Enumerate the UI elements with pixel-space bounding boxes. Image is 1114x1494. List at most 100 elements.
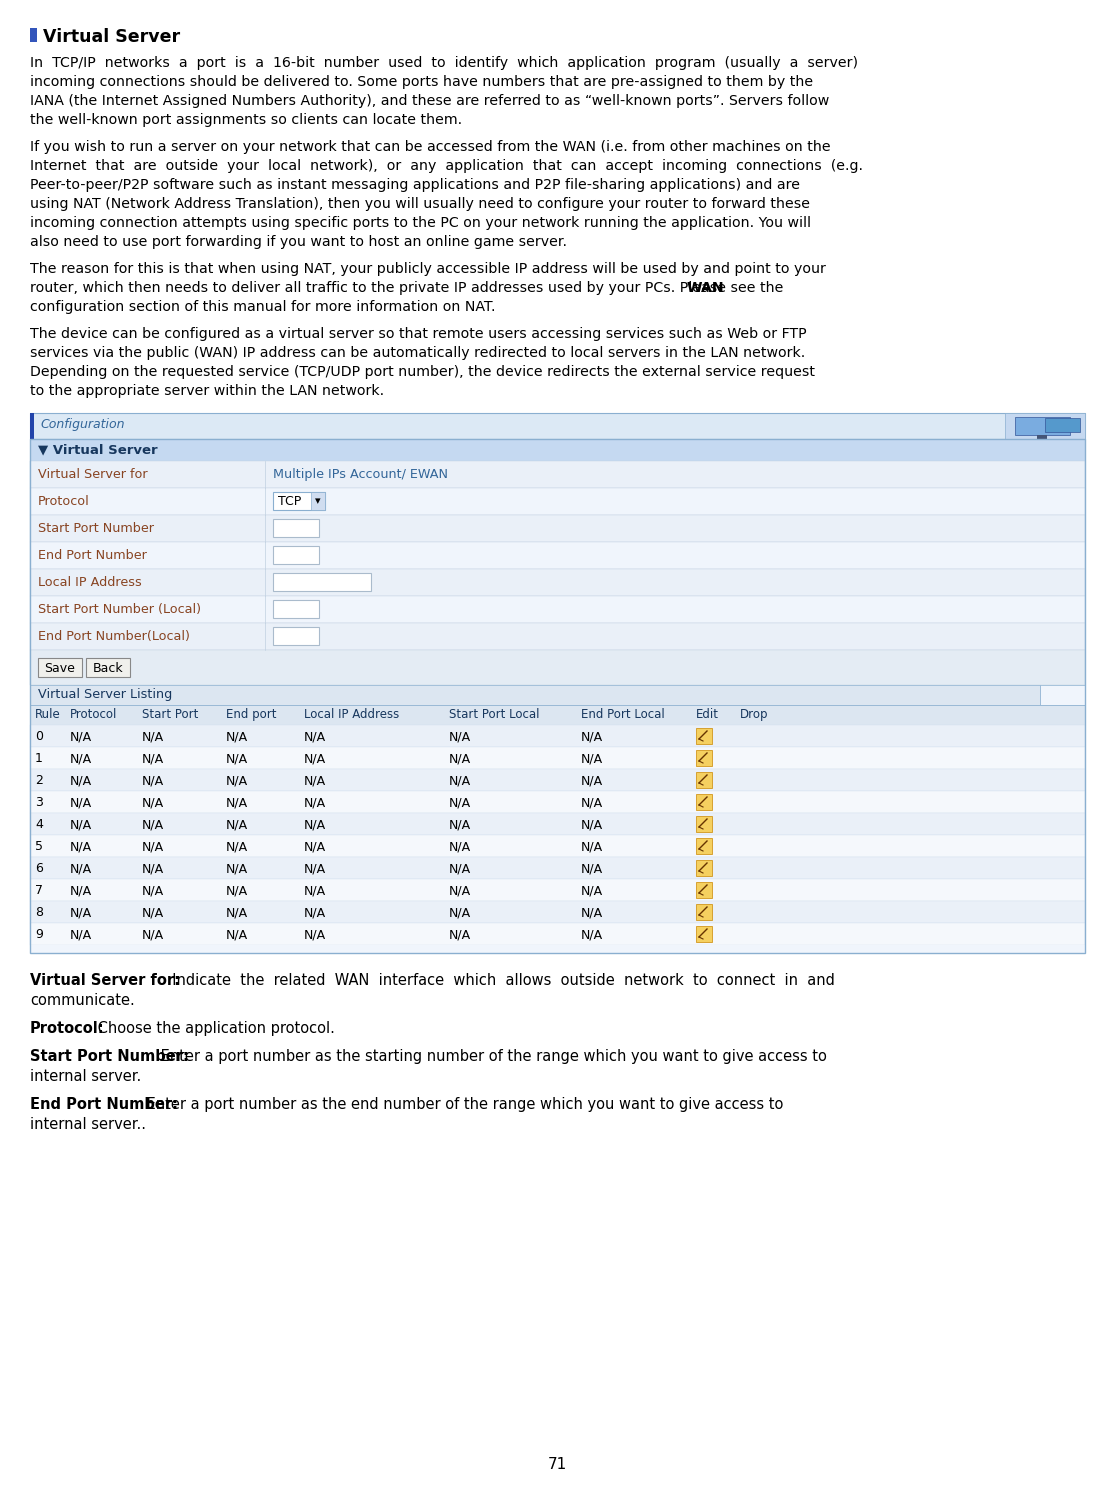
Text: Back: Back <box>92 662 124 674</box>
Text: End port: End port <box>226 708 276 722</box>
Text: N/A: N/A <box>304 751 326 765</box>
Text: N/A: N/A <box>226 819 248 831</box>
Bar <box>30 901 1085 923</box>
Text: also need to use port forwarding if you want to host an online game server.: also need to use port forwarding if you … <box>30 235 567 249</box>
Text: N/A: N/A <box>582 751 603 765</box>
Text: to the appropriate server within the LAN network.: to the appropriate server within the LAN… <box>30 384 384 397</box>
Text: N/A: N/A <box>141 819 164 831</box>
Text: Start Port Number:: Start Port Number: <box>30 1049 189 1064</box>
Text: Virtual Server Listing: Virtual Server Listing <box>38 689 173 701</box>
Text: 5: 5 <box>35 840 43 853</box>
Text: N/A: N/A <box>304 884 326 896</box>
Text: 4: 4 <box>35 819 42 831</box>
Text: N/A: N/A <box>449 928 471 941</box>
Text: N/A: N/A <box>141 774 164 787</box>
Text: N/A: N/A <box>226 884 248 896</box>
Bar <box>30 686 1040 705</box>
Text: Depending on the requested service (TCP/UDP port number), the device redirects t: Depending on the requested service (TCP/… <box>30 365 815 379</box>
Text: N/A: N/A <box>582 796 603 808</box>
Text: Configuration: Configuration <box>40 418 125 430</box>
Text: Local IP Address: Local IP Address <box>304 708 399 722</box>
Text: using NAT (Network Address Translation), then you will usually need to configure: using NAT (Network Address Translation),… <box>30 197 810 211</box>
Text: internal server..: internal server.. <box>30 1118 146 1132</box>
Text: N/A: N/A <box>304 905 326 919</box>
Bar <box>38 657 82 677</box>
Text: N/A: N/A <box>449 751 471 765</box>
Bar <box>696 838 712 855</box>
Text: N/A: N/A <box>141 840 164 853</box>
Bar <box>273 518 319 536</box>
Text: N/A: N/A <box>70 819 92 831</box>
Bar <box>30 705 1085 725</box>
Text: N/A: N/A <box>70 884 92 896</box>
Bar <box>273 601 319 619</box>
Text: End Port Local: End Port Local <box>582 708 665 722</box>
Text: N/A: N/A <box>582 840 603 853</box>
Text: Start Port Number: Start Port Number <box>38 521 154 535</box>
Text: N/A: N/A <box>582 862 603 875</box>
Bar <box>30 769 1085 790</box>
Bar <box>30 489 1085 515</box>
Text: N/A: N/A <box>449 731 471 743</box>
Text: services via the public (WAN) IP address can be automatically redirected to loca: services via the public (WAN) IP address… <box>30 347 805 360</box>
Text: Save: Save <box>45 662 76 674</box>
Bar <box>1015 417 1071 435</box>
Text: N/A: N/A <box>304 774 326 787</box>
Text: N/A: N/A <box>141 731 164 743</box>
Text: N/A: N/A <box>304 731 326 743</box>
Bar <box>30 439 1085 462</box>
Bar <box>30 725 1085 747</box>
Text: N/A: N/A <box>582 905 603 919</box>
Text: Rule: Rule <box>35 708 61 722</box>
Bar <box>311 492 325 509</box>
Text: 71: 71 <box>547 1457 567 1472</box>
Text: Indicate  the  related  WAN  interface  which  allows  outside  network  to  con: Indicate the related WAN interface which… <box>163 973 834 988</box>
Text: In  TCP/IP  networks  a  port  is  a  16-bit  number  used  to  identify  which : In TCP/IP networks a port is a 16-bit nu… <box>30 55 858 70</box>
Text: Enter a port number as the starting number of the range which you want to give a: Enter a port number as the starting numb… <box>156 1049 827 1064</box>
Text: 2: 2 <box>35 774 42 787</box>
Text: The reason for this is that when using NAT, your publicly accessible IP address : The reason for this is that when using N… <box>30 261 825 276</box>
Bar <box>696 750 712 766</box>
Bar <box>30 462 1085 489</box>
Bar <box>273 492 325 509</box>
Text: N/A: N/A <box>141 905 164 919</box>
Bar <box>696 861 712 875</box>
Text: Virtual Server: Virtual Server <box>43 28 180 46</box>
Bar <box>30 623 1085 650</box>
Text: Protocol: Protocol <box>38 495 90 508</box>
Bar <box>30 923 1085 946</box>
Text: WAN: WAN <box>686 281 724 294</box>
Text: N/A: N/A <box>582 884 603 896</box>
Text: 3: 3 <box>35 796 42 808</box>
Text: N/A: N/A <box>226 731 248 743</box>
Text: Protocol:: Protocol: <box>30 1020 105 1035</box>
Text: 7: 7 <box>35 884 43 896</box>
Text: incoming connections should be delivered to. Some ports have numbers that are pr: incoming connections should be delivered… <box>30 75 813 90</box>
Text: Internet  that  are  outside  your  local  network),  or  any  application  that: Internet that are outside your local net… <box>30 158 863 173</box>
Bar <box>30 650 1085 686</box>
Text: N/A: N/A <box>304 819 326 831</box>
Bar <box>273 545 319 565</box>
Bar <box>273 574 371 592</box>
Text: N/A: N/A <box>582 731 603 743</box>
Bar <box>30 412 35 439</box>
Text: N/A: N/A <box>449 905 471 919</box>
Text: IANA (the Internet Assigned Numbers Authority), and these are referred to as “we: IANA (the Internet Assigned Numbers Auth… <box>30 94 829 108</box>
Bar <box>30 747 1085 769</box>
Bar <box>696 926 712 943</box>
Text: Start Port Local: Start Port Local <box>449 708 539 722</box>
Text: N/A: N/A <box>304 862 326 875</box>
Text: End Port Number: End Port Number <box>38 548 147 562</box>
Bar <box>30 835 1085 858</box>
Text: N/A: N/A <box>449 862 471 875</box>
Text: N/A: N/A <box>70 731 92 743</box>
Text: N/A: N/A <box>70 840 92 853</box>
Bar <box>30 28 37 42</box>
Text: Start Port: Start Port <box>141 708 198 722</box>
Text: The device can be configured as a virtual server so that remote users accessing : The device can be configured as a virtua… <box>30 327 807 341</box>
Bar <box>1037 435 1047 439</box>
Text: N/A: N/A <box>449 796 471 808</box>
Text: Local IP Address: Local IP Address <box>38 577 141 589</box>
Text: N/A: N/A <box>449 774 471 787</box>
Bar <box>30 569 1085 596</box>
